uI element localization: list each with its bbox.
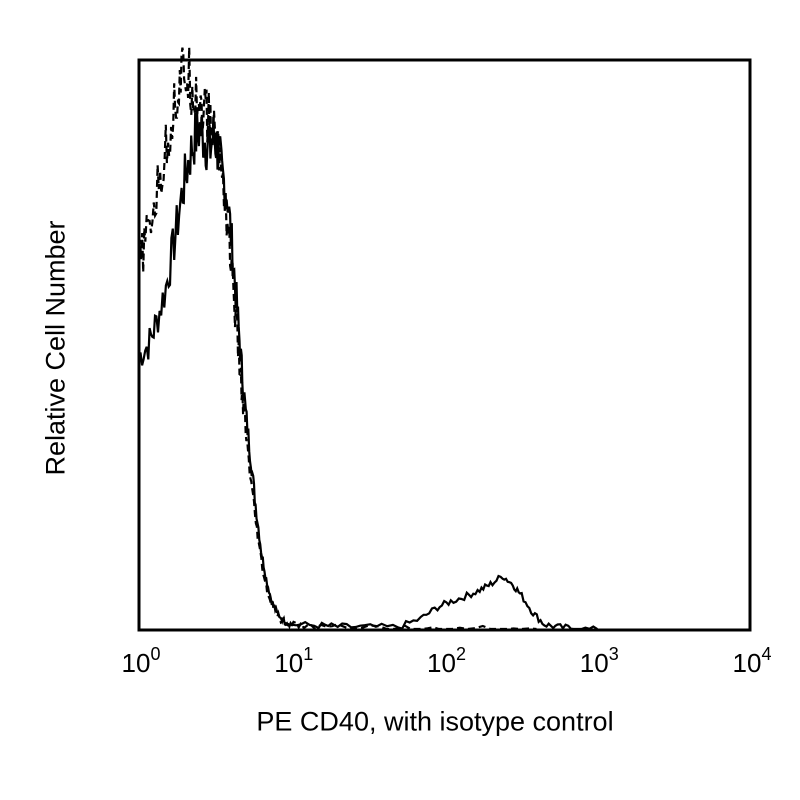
x-tick-base-2: 10 [427, 648, 456, 678]
x-tick-label-0: 100 [122, 644, 161, 678]
x-tick-exponent-3: 3 [609, 644, 619, 664]
x-tick-exponent-4: 4 [761, 644, 771, 664]
x-tick-base-1: 10 [274, 648, 303, 678]
x-tick-exponent-1: 1 [303, 644, 313, 664]
pe-cd40-trace [137, 111, 598, 631]
x-tick-labels: 100 101 102 103 104 [122, 644, 772, 678]
x-tick-exponent-2: 2 [456, 644, 466, 664]
x-tick-label-3: 103 [580, 644, 619, 678]
x-tick-exponent-0: 0 [150, 644, 160, 664]
isotype-control-trace [137, 47, 537, 631]
x-axis-label: PE CD40, with isotype control [256, 706, 614, 737]
y-axis-label: Relative Cell Number [40, 220, 71, 476]
x-tick-label-1: 101 [274, 644, 313, 678]
x-tick-label-2: 102 [427, 644, 466, 678]
x-tick-base-3: 10 [580, 648, 609, 678]
x-tick-base-0: 10 [122, 648, 151, 678]
plot-frame [137, 58, 752, 632]
series-layer [137, 47, 598, 631]
x-tick-base-4: 10 [733, 648, 762, 678]
x-tick-label-4: 104 [733, 644, 772, 678]
